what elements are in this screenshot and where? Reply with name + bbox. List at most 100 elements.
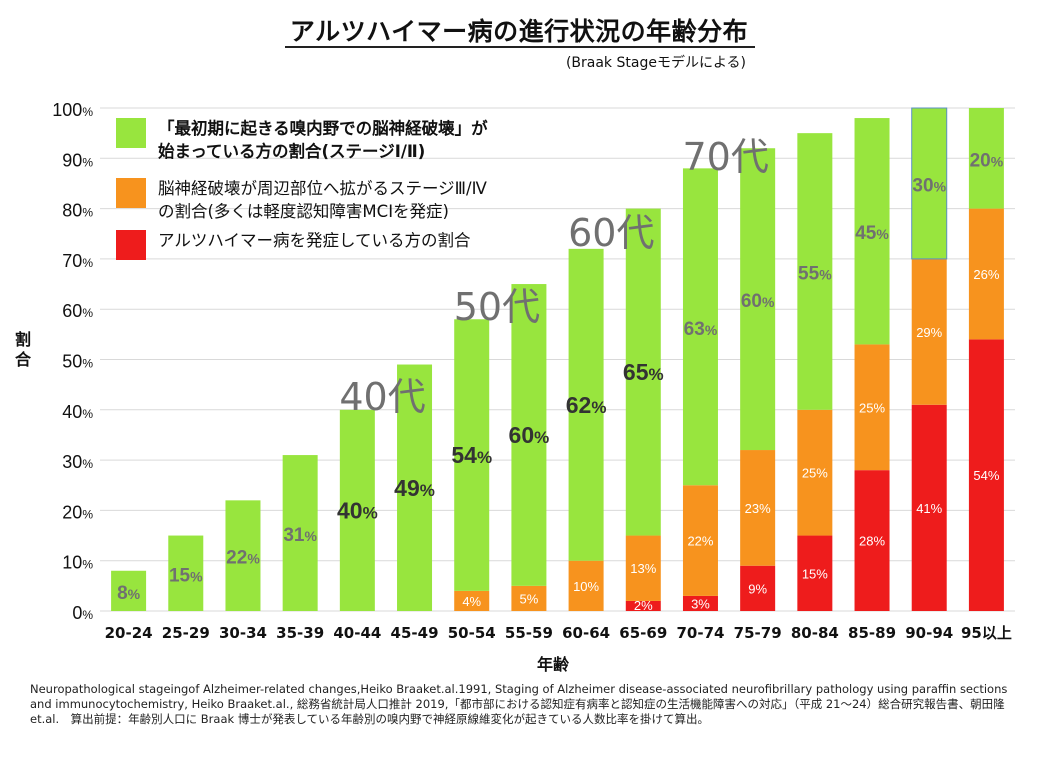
bar-segment-red-70-74 [682,595,718,611]
bar-segment-red-65-69 [625,600,661,611]
legend-swatch-red [116,230,146,260]
bar-segment-green-70-74 [682,168,718,486]
bar-segment-red-80-84 [797,535,833,611]
data-label-red: 54% [973,468,999,483]
data-label-orange: 26% [973,267,999,282]
legend-label-orange: の割合(多くは軽度認知障害MCIを発症) [158,202,449,221]
bar-segment-green-30-34 [225,500,261,611]
y-tick-label: 40% [62,402,93,422]
data-label-green: 8% [117,583,141,604]
bar-segment-green-75-79 [740,148,776,451]
data-label-red: 15% [802,566,828,581]
data-label-orange: 4% [462,594,481,609]
data-label-orange: 13% [630,561,656,576]
bar-segment-orange-85-89 [854,344,890,471]
y-tick-label: 100% [52,100,93,120]
y-tick-label: 30% [62,452,93,472]
legend-label-green: 「最初期に起きる嗅内野での脳神経破壊」が [158,118,488,138]
y-tick-label: 20% [62,502,93,522]
bar-segment-orange-50-54 [454,590,490,611]
data-label-orange: 25% [859,400,885,415]
bar-segment-orange-70-74 [682,485,718,596]
y-tick-label: 50% [62,352,93,372]
data-label-red: 41% [916,501,942,516]
bar-segment-green-55-59 [511,284,547,586]
x-tick-label: 55-59 [505,624,553,642]
bar-segment-red-90-94 [911,404,947,611]
x-tick-label: 65-69 [619,624,667,642]
data-label-orange: 22% [687,534,713,549]
data-label-green: 65% [623,359,664,385]
x-tick-label: 70-74 [676,624,724,642]
y-tick-label: 70% [62,251,93,271]
x-tick-label: 45-49 [391,624,439,642]
data-label-red: 9% [748,581,767,596]
data-label-orange: 23% [745,501,771,516]
bar-segment-green-50-54 [454,319,490,591]
bar-segment-orange-95以上 [968,208,1004,340]
x-tick-label: 50-54 [448,624,496,642]
data-label-green: 20% [970,150,1004,171]
decade-annotation: 60代 [568,211,654,255]
data-label-orange: 10% [573,579,599,594]
data-label-red: 3% [691,596,710,611]
bar-segment-green-40-44 [339,409,375,611]
legend-label-red: アルツハイマー病を発症している方の割合 [158,231,471,250]
bar-segment-green-85-89 [854,118,890,345]
bar-segment-green-65-69 [625,208,661,536]
data-label-green: 15% [169,565,203,586]
data-label-green: 31% [283,525,317,546]
data-label-green: 63% [684,319,718,340]
source-footnote: Neuropathological stageingof Alzheimer-r… [30,682,1008,726]
bar-segment-green-80-84 [797,133,833,410]
bar-segment-green-25-29 [168,535,204,611]
x-tick-label: 85-89 [848,624,896,642]
bar-segment-orange-65-69 [625,535,661,601]
decade-annotation: 70代 [682,135,768,179]
x-axis-label: 年齢 [537,655,570,674]
bar-segment-orange-55-59 [511,585,547,611]
x-tick-label: 60-64 [562,624,610,642]
x-tick-label: 25-29 [162,624,210,642]
data-label-green: 62% [566,392,607,418]
data-label-orange: 5% [520,591,539,606]
x-tick-label: 40-44 [333,624,381,642]
bar-segment-red-75-79 [740,565,776,611]
x-tick-label: 35-39 [276,624,324,642]
data-label-orange: 29% [916,325,942,340]
legend-swatch-green [116,118,146,148]
y-tick-label: 90% [62,150,93,170]
x-tick-label: 75-79 [734,624,782,642]
bar-segment-green-20-24 [111,570,147,611]
bar-segment-red-95以上 [968,339,1004,611]
bar-segment-green-95以上 [968,108,1004,209]
legend-swatch-orange [116,178,146,208]
bar-segment-orange-60-64 [568,560,604,611]
data-label-orange: 25% [802,466,828,481]
data-label-red: 2% [634,598,653,613]
bar-segment-orange-90-94 [911,258,947,405]
y-tick-label: 60% [62,301,93,321]
x-tick-label: 80-84 [791,624,839,642]
bar-segment-orange-80-84 [797,409,833,536]
stacked-bar-chart: 0% 10% 20% 30% 40% 50% 60% 70% 80% 90% 100% 割合 2% 3% 9… [15,100,1015,674]
bar-segment-green-60-64 [568,248,604,561]
bar-segment-green-45-49 [397,364,433,611]
y-axis-label-char: 割 [15,330,31,349]
y-tick-label: 80% [62,201,93,221]
x-tick-label: 95以上 [961,624,1012,642]
data-label-green: 54% [451,442,492,468]
data-label-green: 40% [337,497,378,523]
bar-segment-orange-75-79 [740,450,776,566]
legend-label-orange: 脳神経破壊が周辺部位へ拡がるステージⅢ/Ⅳ [158,179,488,198]
data-label-green: 30% [912,175,946,196]
bar-segment-green-35-39 [282,455,318,611]
data-label-green: 49% [394,475,435,501]
y-axis-label-char: 合 [15,350,32,369]
decade-annotation: 40代 [339,375,425,419]
x-tick-label: 90-94 [905,624,953,642]
chart-title: アルツハイマー病の進行状況の年齢分布 [289,17,749,46]
data-label-green: 45% [855,223,889,244]
data-label-green: 60% [509,422,550,448]
bar-highlight-outline [911,107,948,260]
